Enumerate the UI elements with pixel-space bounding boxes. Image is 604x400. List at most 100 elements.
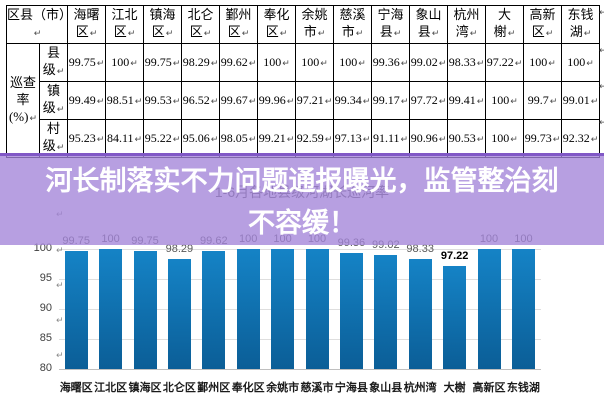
- x-axis-category-label: 大榭: [443, 382, 466, 394]
- y-axis-tick-label: 85: [39, 332, 52, 344]
- column-header-cell: 江北 区↵: [105, 5, 144, 44]
- value-cell: 92.32↵: [561, 119, 600, 158]
- cell-end-mark: ↵: [172, 97, 181, 107]
- bar: [305, 249, 329, 369]
- cell-end-mark: ↵: [476, 97, 485, 107]
- bar: [443, 265, 467, 369]
- column-header-cell: 奉化 区↵: [257, 5, 296, 44]
- cell-end-mark: ↵: [355, 29, 364, 39]
- cell-end-mark: ↵: [552, 135, 561, 145]
- cell-end-mark: ↵: [56, 67, 65, 77]
- cell-end-mark: ↵: [431, 29, 440, 39]
- x-axis-category-label: 宁海县: [334, 382, 368, 394]
- value-cell: 99.01↵: [561, 81, 600, 120]
- cell-end-mark: ↵: [549, 97, 558, 107]
- value-cell: 99.73↵: [523, 119, 562, 158]
- cell-end-mark: ↵: [362, 135, 371, 145]
- column-header-cell: 镇海 区↵: [143, 5, 182, 44]
- x-axis-category-label: 奉化区: [231, 382, 265, 394]
- column-header-cell: 宁海 县↵: [371, 5, 410, 44]
- cell-end-mark: ↵: [469, 29, 478, 39]
- value-cell: 99.02↵: [409, 43, 448, 82]
- value-cell: 92.59↵: [295, 119, 334, 158]
- gridline: [59, 279, 541, 280]
- cell-end-mark: ↵: [393, 29, 402, 39]
- column-header-cell: 高新 区↵: [523, 5, 562, 44]
- table-row: 村级↵ 95.23↵ 84.11↵ 95.22↵ 95.06↵ 98.05↵ 99.21↵ 9…: [7, 119, 600, 158]
- cell-end-mark: ↵: [362, 97, 371, 107]
- value-cell: 99.53↵: [143, 81, 182, 120]
- value-cell: 100↵: [523, 43, 562, 82]
- y-axis-tick-label: 95: [39, 272, 52, 284]
- x-axis-category-label: 鄞州区: [197, 382, 231, 394]
- row-end-mark: ↵: [599, 8, 604, 18]
- bar-value-label: 97.22: [440, 249, 469, 262]
- cell-end-mark: ↵: [89, 29, 98, 39]
- x-axis-category-label: 高新区: [472, 382, 506, 394]
- x-axis-category-label: 杭州湾: [403, 382, 437, 394]
- cell-end-mark: ↵: [56, 105, 65, 115]
- cell-end-mark: ↵: [286, 97, 295, 107]
- cell-end-mark: ↵: [324, 97, 333, 107]
- column-header-cell: 杭州 湾↵: [447, 5, 486, 44]
- cell-end-mark: ↵: [96, 135, 105, 145]
- value-cell: 100↵: [485, 81, 524, 120]
- table-row: 镇级↵ 99.49↵ 98.51↵ 99.53↵ 96.52↵ 99.67↵ 99.96↵ 9…: [7, 81, 600, 120]
- paragraph-return-mark: ↵: [56, 316, 64, 326]
- cell-end-mark: ↵: [590, 97, 599, 107]
- x-axis-category-label: 象山县: [369, 382, 403, 394]
- column-header-cell: 余姚 市↵: [295, 5, 334, 44]
- value-cell: 98.33↵: [447, 43, 486, 82]
- cell-end-mark: ↵: [514, 59, 523, 69]
- row-end-mark: ↵: [599, 118, 604, 128]
- y-axis-tick-label: 90: [39, 302, 52, 314]
- cell-end-mark: ↵: [210, 135, 219, 145]
- cell-end-mark: ↵: [248, 59, 257, 69]
- value-cell: 90.53↵: [447, 119, 486, 158]
- value-cell: 98.05↵: [219, 119, 258, 158]
- cell-end-mark: ↵: [134, 97, 143, 107]
- bar-value-label: 98.29: [165, 243, 194, 256]
- row-end-mark: ↵: [599, 46, 604, 56]
- headline-banner: 河长制落实不力问题通报曝光，监管整治刻不容缓！: [0, 153, 604, 245]
- value-cell: 99.96↵: [257, 81, 296, 120]
- row-label-cell: 县级↵: [39, 43, 68, 82]
- cell-end-mark: ↵: [548, 59, 556, 69]
- value-cell: 99.17↵: [371, 81, 410, 120]
- cell-end-mark: ↵: [400, 135, 409, 145]
- cell-end-mark: ↵: [476, 59, 485, 69]
- bar: [236, 249, 260, 369]
- cell-end-mark: ↵: [586, 59, 594, 69]
- cell-end-mark: ↵: [134, 135, 143, 145]
- paragraph-return-mark: ↵: [56, 281, 64, 291]
- cell-end-mark: ↵: [400, 59, 409, 69]
- cell-end-mark: ↵: [438, 97, 447, 107]
- x-axis-category-label: 东钱湖: [506, 382, 540, 394]
- bar: [374, 254, 398, 369]
- x-axis-category-label: 海曙区: [59, 382, 93, 394]
- value-cell: 84.11↵: [105, 119, 144, 158]
- column-header-cell: 象山 县↵: [409, 5, 448, 44]
- cell-end-mark: ↵: [510, 135, 518, 145]
- cell-end-mark: ↵: [583, 29, 592, 39]
- bar: [202, 251, 226, 369]
- row-end-mark: ↵: [599, 82, 604, 92]
- row-label-cell: 镇级↵: [39, 81, 68, 120]
- gridline: [59, 339, 541, 340]
- value-cell: 95.06↵: [181, 119, 220, 158]
- value-cell: 98.51↵: [105, 81, 144, 120]
- value-cell: 99.62↵: [219, 43, 258, 82]
- cell-end-mark: ↵: [282, 59, 290, 69]
- cell-end-mark: ↵: [56, 143, 65, 153]
- cell-end-mark: ↵: [172, 59, 181, 69]
- value-cell: 97.22↵: [485, 43, 524, 82]
- value-cell: 99.67↵: [219, 81, 258, 120]
- column-header-cell: 大榭↵: [485, 5, 524, 44]
- cell-end-mark: ↵: [248, 97, 257, 107]
- table-row: 巡查率(%)↵ 县级↵ 99.75↵ 100↵ 99.75↵ 98.29↵ 99.62↵ 10…: [6, 43, 600, 158]
- value-cell: 99.41↵: [447, 81, 486, 120]
- column-header-cell: 海曙 区↵: [67, 5, 106, 44]
- bar: [408, 259, 432, 369]
- cell-end-mark: ↵: [590, 135, 599, 145]
- cell-end-mark: ↵: [400, 97, 409, 107]
